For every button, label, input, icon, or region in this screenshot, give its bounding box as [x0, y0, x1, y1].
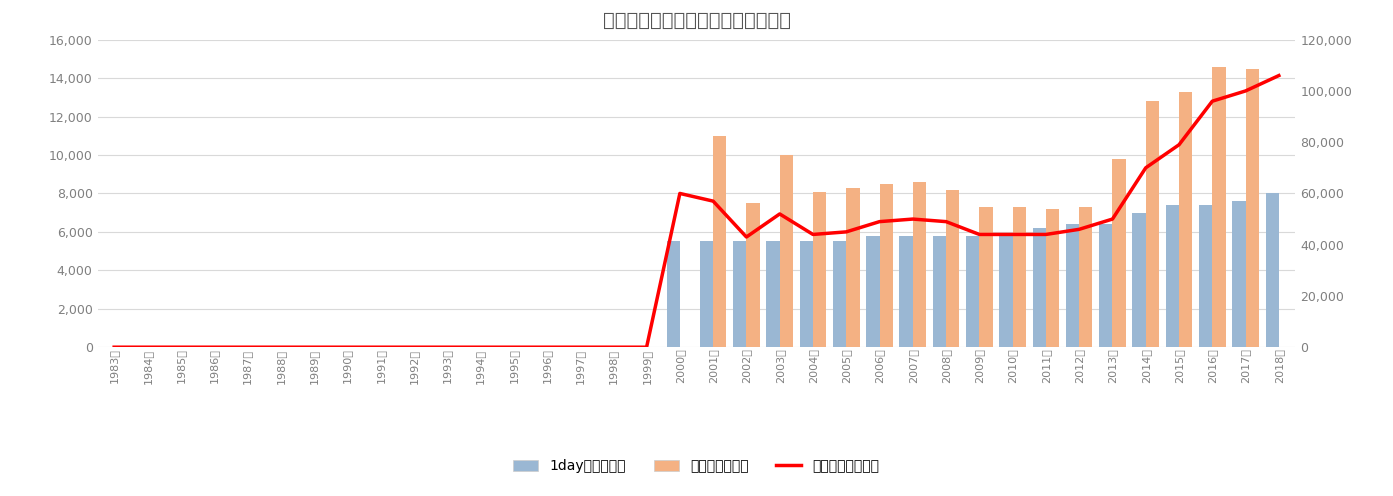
Bar: [866, 236, 879, 347]
Bar: [667, 242, 680, 347]
Bar: [1199, 205, 1212, 347]
Bar: [780, 155, 793, 347]
Bar: [833, 242, 847, 347]
Bar: [999, 236, 1013, 347]
Bar: [1032, 228, 1046, 347]
Bar: [1146, 101, 1159, 347]
Bar: [1013, 207, 1025, 347]
Title: ユニバーサル・スタジオ・ジャパン: ユニバーサル・スタジオ・ジャパン: [603, 11, 790, 30]
Bar: [1166, 205, 1178, 347]
Bar: [1178, 92, 1192, 347]
Bar: [900, 236, 912, 347]
Bar: [1066, 224, 1080, 347]
Bar: [766, 242, 780, 347]
Bar: [847, 187, 859, 347]
Bar: [747, 203, 759, 347]
Bar: [979, 207, 993, 347]
Bar: [1046, 209, 1059, 347]
Legend: 1dayパスの価格, 来園者数（千）, 売上金額（百万）: 1dayパスの価格, 来園者数（千）, 売上金額（百万）: [508, 453, 885, 479]
Bar: [713, 136, 727, 347]
Bar: [1099, 224, 1113, 347]
Bar: [733, 242, 747, 347]
Bar: [1233, 201, 1245, 347]
Bar: [814, 191, 826, 347]
Bar: [1212, 66, 1226, 347]
Bar: [967, 236, 979, 347]
Bar: [800, 242, 814, 347]
Bar: [1245, 68, 1259, 347]
Bar: [699, 242, 713, 347]
Bar: [1113, 159, 1126, 347]
Bar: [1080, 207, 1092, 347]
Bar: [933, 236, 946, 347]
Bar: [1266, 193, 1279, 347]
Bar: [1133, 213, 1146, 347]
Bar: [946, 189, 960, 347]
Bar: [879, 184, 893, 347]
Bar: [912, 182, 926, 347]
